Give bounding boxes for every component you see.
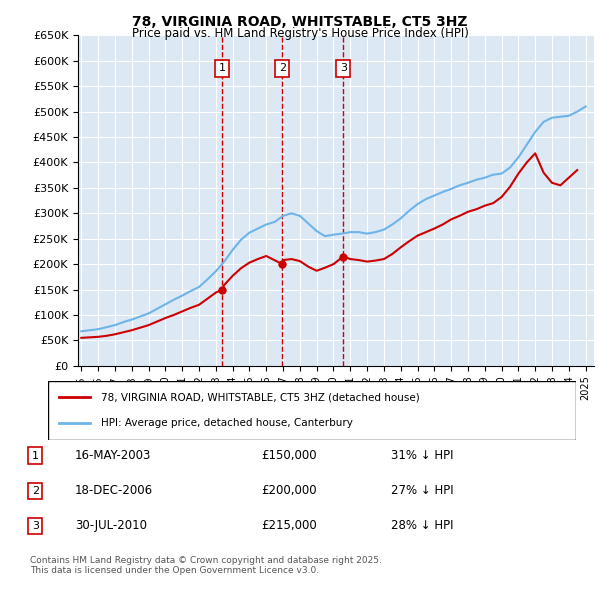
Text: 78, VIRGINIA ROAD, WHITSTABLE, CT5 3HZ: 78, VIRGINIA ROAD, WHITSTABLE, CT5 3HZ [132, 15, 468, 29]
Text: 16-MAY-2003: 16-MAY-2003 [75, 449, 151, 463]
HPI: Average price, detached house, Canterbury: (2.02e+03, 4.1e+05): Average price, detached house, Canterbur… [515, 154, 522, 161]
Text: 2: 2 [279, 64, 286, 73]
Text: 31% ↓ HPI: 31% ↓ HPI [391, 449, 453, 463]
HPI: Average price, detached house, Canterbury: (2.02e+03, 5.1e+05): Average price, detached house, Canterbur… [582, 103, 589, 110]
Text: 3: 3 [32, 521, 39, 531]
78, VIRGINIA ROAD, WHITSTABLE, CT5 3HZ (detached house) [340, 253, 347, 260]
78, VIRGINIA ROAD, WHITSTABLE, CT5 3HZ (detached house) [372, 257, 379, 264]
Text: 78, VIRGINIA ROAD, WHITSTABLE, CT5 3HZ (detached house): 78, VIRGINIA ROAD, WHITSTABLE, CT5 3HZ (… [101, 392, 419, 402]
HPI: Average price, detached house, Canterbury: (2.01e+03, 2.7e+05): Average price, detached house, Canterbur… [254, 225, 262, 232]
78, VIRGINIA ROAD, WHITSTABLE, CT5 3HZ (detached house) [574, 166, 581, 173]
78, VIRGINIA ROAD, WHITSTABLE, CT5 3HZ (detached house) [196, 301, 203, 309]
Text: Contains HM Land Registry data © Crown copyright and database right 2025.
This d: Contains HM Land Registry data © Crown c… [30, 556, 382, 575]
HPI: Average price, detached house, Canterbury: (2.01e+03, 2.68e+05): Average price, detached house, Canterbur… [380, 226, 388, 233]
78, VIRGINIA ROAD, WHITSTABLE, CT5 3HZ (detached house) [246, 259, 253, 266]
Text: 1: 1 [218, 64, 226, 73]
HPI: Average price, detached house, Canterbury: (2e+03, 6.8e+04): Average price, detached house, Canterbur… [78, 327, 85, 335]
HPI: Average price, detached house, Canterbury: (2.01e+03, 2.63e+05): Average price, detached house, Canterbur… [347, 228, 354, 235]
Text: 18-DEC-2006: 18-DEC-2006 [75, 484, 153, 497]
Line: HPI: Average price, detached house, Canterbury: HPI: Average price, detached house, Cant… [82, 107, 586, 331]
Text: 28% ↓ HPI: 28% ↓ HPI [391, 519, 453, 533]
78, VIRGINIA ROAD, WHITSTABLE, CT5 3HZ (detached house) [179, 308, 186, 315]
Text: 27% ↓ HPI: 27% ↓ HPI [391, 484, 453, 497]
78, VIRGINIA ROAD, WHITSTABLE, CT5 3HZ (detached house) [506, 183, 514, 191]
Text: 2: 2 [32, 486, 39, 496]
Text: 1: 1 [32, 451, 39, 461]
HPI: Average price, detached house, Canterbury: (2e+03, 1.55e+05): Average price, detached house, Canterbur… [196, 283, 203, 290]
Text: 30-JUL-2010: 30-JUL-2010 [75, 519, 147, 533]
Text: 3: 3 [340, 64, 347, 73]
Text: HPI: Average price, detached house, Canterbury: HPI: Average price, detached house, Cant… [101, 418, 353, 428]
Text: £200,000: £200,000 [261, 484, 317, 497]
78, VIRGINIA ROAD, WHITSTABLE, CT5 3HZ (detached house) [532, 150, 539, 157]
HPI: Average price, detached house, Canterbury: (2e+03, 1.38e+05): Average price, detached house, Canterbur… [179, 292, 186, 299]
Text: £215,000: £215,000 [261, 519, 317, 533]
Text: £150,000: £150,000 [261, 449, 317, 463]
Line: 78, VIRGINIA ROAD, WHITSTABLE, CT5 3HZ (detached house): 78, VIRGINIA ROAD, WHITSTABLE, CT5 3HZ (… [82, 153, 577, 338]
Text: Price paid vs. HM Land Registry's House Price Index (HPI): Price paid vs. HM Land Registry's House … [131, 27, 469, 40]
78, VIRGINIA ROAD, WHITSTABLE, CT5 3HZ (detached house) [78, 335, 85, 342]
